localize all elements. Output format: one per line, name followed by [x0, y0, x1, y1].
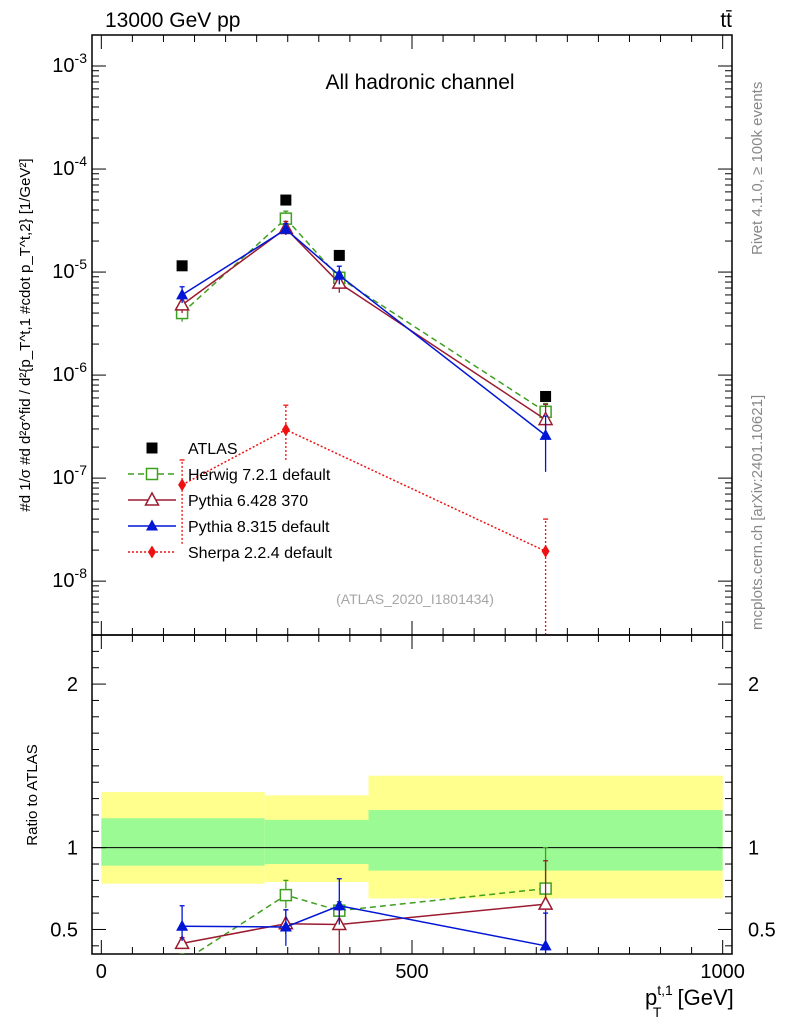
main-ytick-label-exponent: -4 — [75, 153, 88, 169]
main-ytick-label-base: 10 — [52, 467, 74, 489]
x-axis-label-unit: [GeV] — [671, 985, 733, 1010]
ratio-band-green — [264, 819, 369, 865]
ratio-xtick-label: 0 — [96, 961, 107, 983]
ratio-ytick-label: 1 — [67, 838, 78, 860]
main-atlas-point — [540, 390, 552, 402]
legend-pythia-6-428-370-marker — [144, 491, 160, 506]
ratio-pythia-6-428-370-point — [174, 934, 190, 950]
main-ytick-label-exponent: -6 — [75, 359, 88, 375]
legend-atlas-label: ATLAS — [188, 441, 238, 458]
main-pythia-8-315-default-point — [279, 222, 292, 234]
main-ytick-label: 10-8 — [52, 565, 87, 592]
main-atlas-point — [333, 249, 345, 261]
legend-pythia-8-315-default-marker — [146, 519, 158, 531]
main-plot-area — [174, 194, 554, 635]
main-pythia-8-315-default-point — [539, 428, 552, 440]
ratio-ytick-label: 2 — [67, 674, 78, 696]
ratio-axes: 0.5 0.5 1 1 2 2 0 500 1000 — [50, 635, 776, 983]
ratio-pythia-8-315-default-point — [176, 919, 189, 931]
main-ytick-label-base: 10 — [52, 55, 74, 77]
ratio-xtick-label: 1000 — [700, 961, 745, 983]
ratio-ytick-label: 0.5 — [50, 919, 78, 941]
main-title: All hadronic channel — [325, 71, 514, 94]
main-ytick-label-exponent: -7 — [75, 462, 88, 478]
ratio-pythia-8-315-default-point — [539, 939, 552, 951]
main-ytick-label-base: 10 — [52, 570, 74, 592]
legend-sherpa-2-2-4-default-marker — [148, 545, 156, 559]
legend-pythia-6-428-370-label: Pythia 6.428 370 — [188, 493, 308, 510]
ratio-plot-area — [92, 775, 732, 954]
main-ytick-label: 10-3 — [52, 50, 87, 77]
main-pythia-8-315-default-point — [176, 288, 189, 300]
rivet-version-label: Rivet 4.1.0, ≥ 100k events — [749, 82, 766, 255]
main-atlas-point — [280, 194, 292, 206]
main-ytick-label: 10-7 — [52, 462, 87, 489]
ratio-ylabel: Ratio to ATLAS — [24, 744, 41, 845]
mcplots-label: mcplots.cern.ch [arXiv:2401.10621] — [749, 395, 766, 630]
ratio-herwig-7-2-1-default-line — [193, 887, 546, 954]
main-ytick-label: 10-6 — [52, 359, 87, 386]
main-axes: 10-810-710-610-510-410-3 — [52, 34, 732, 636]
watermark-label: (ATLAS_2020_I1801434) — [336, 591, 494, 607]
main-ytick-label-exponent: -3 — [75, 50, 88, 66]
main-ytick-label-base: 10 — [52, 261, 74, 283]
main-sherpa-2-2-4-default-point — [178, 478, 187, 492]
main-ytick-label-base: 10 — [52, 364, 74, 386]
ratio-ytick-label-right: 1 — [748, 838, 759, 860]
ratio-pythia-6-428-370-point — [537, 895, 554, 910]
legend-atlas-marker — [146, 442, 158, 454]
legend: ATLAS Herwig 7.2.1 default Pythia 6.428 37… — [128, 441, 333, 562]
process-label: tt̄ — [720, 9, 732, 32]
x-axis-label: pt,1 T [GeV] — [645, 982, 734, 1020]
main-atlas-point — [176, 260, 188, 272]
x-axis-label-sub: T — [653, 1004, 662, 1020]
ratio-ytick-label-right: 0.5 — [748, 919, 776, 941]
ratio-xtick-label: 500 — [395, 961, 428, 983]
main-ytick-label: 10-4 — [52, 153, 87, 180]
legend-herwig-7-2-1-default-marker — [145, 467, 159, 481]
main-pythia-8-315-default-point — [333, 268, 346, 280]
ratio-ytick-label-right: 2 — [748, 674, 759, 696]
main-pythia-8-315-default-line — [181, 228, 547, 436]
main-sherpa-2-2-4-default-point — [281, 423, 290, 437]
main-ylabel: #d 1/σ #d d²σ^fid / d²{p_T^t,1 #cdot p_T… — [17, 158, 34, 511]
ratio-pythia-8-315-default-point — [333, 899, 346, 911]
main-ytick-label-exponent: -5 — [75, 256, 88, 272]
legend-herwig-7-2-1-default-label: Herwig 7.2.1 default — [188, 467, 331, 484]
energy-label: 13000 GeV pp — [105, 9, 240, 32]
main-ytick-label-base: 10 — [52, 158, 74, 180]
ratio-pythia-8-315-default-point — [279, 920, 292, 932]
legend-sherpa-2-2-4-default-label: Sherpa 2.2.4 default — [188, 545, 333, 562]
ratio-pythia-8-315-default-line — [182, 904, 546, 947]
main-pythia-6-428-370-point — [174, 296, 190, 311]
ratio-pythia-6-428-370-line — [181, 903, 546, 945]
x-axis-label-sup: t,1 — [657, 982, 673, 998]
x-axis-label-p: p — [645, 985, 657, 1010]
main-sherpa-2-2-4-default-point — [541, 544, 550, 558]
ratio-band-green — [101, 818, 265, 866]
main-pythia-6-428-370-line — [181, 227, 547, 421]
ratio-herwig-7-2-1-default-point — [279, 888, 293, 902]
main-ytick-label-exponent: -8 — [75, 565, 88, 581]
main-ytick-label: 10-5 — [52, 256, 87, 283]
legend-pythia-8-315-default-label: Pythia 8.315 default — [188, 519, 330, 536]
